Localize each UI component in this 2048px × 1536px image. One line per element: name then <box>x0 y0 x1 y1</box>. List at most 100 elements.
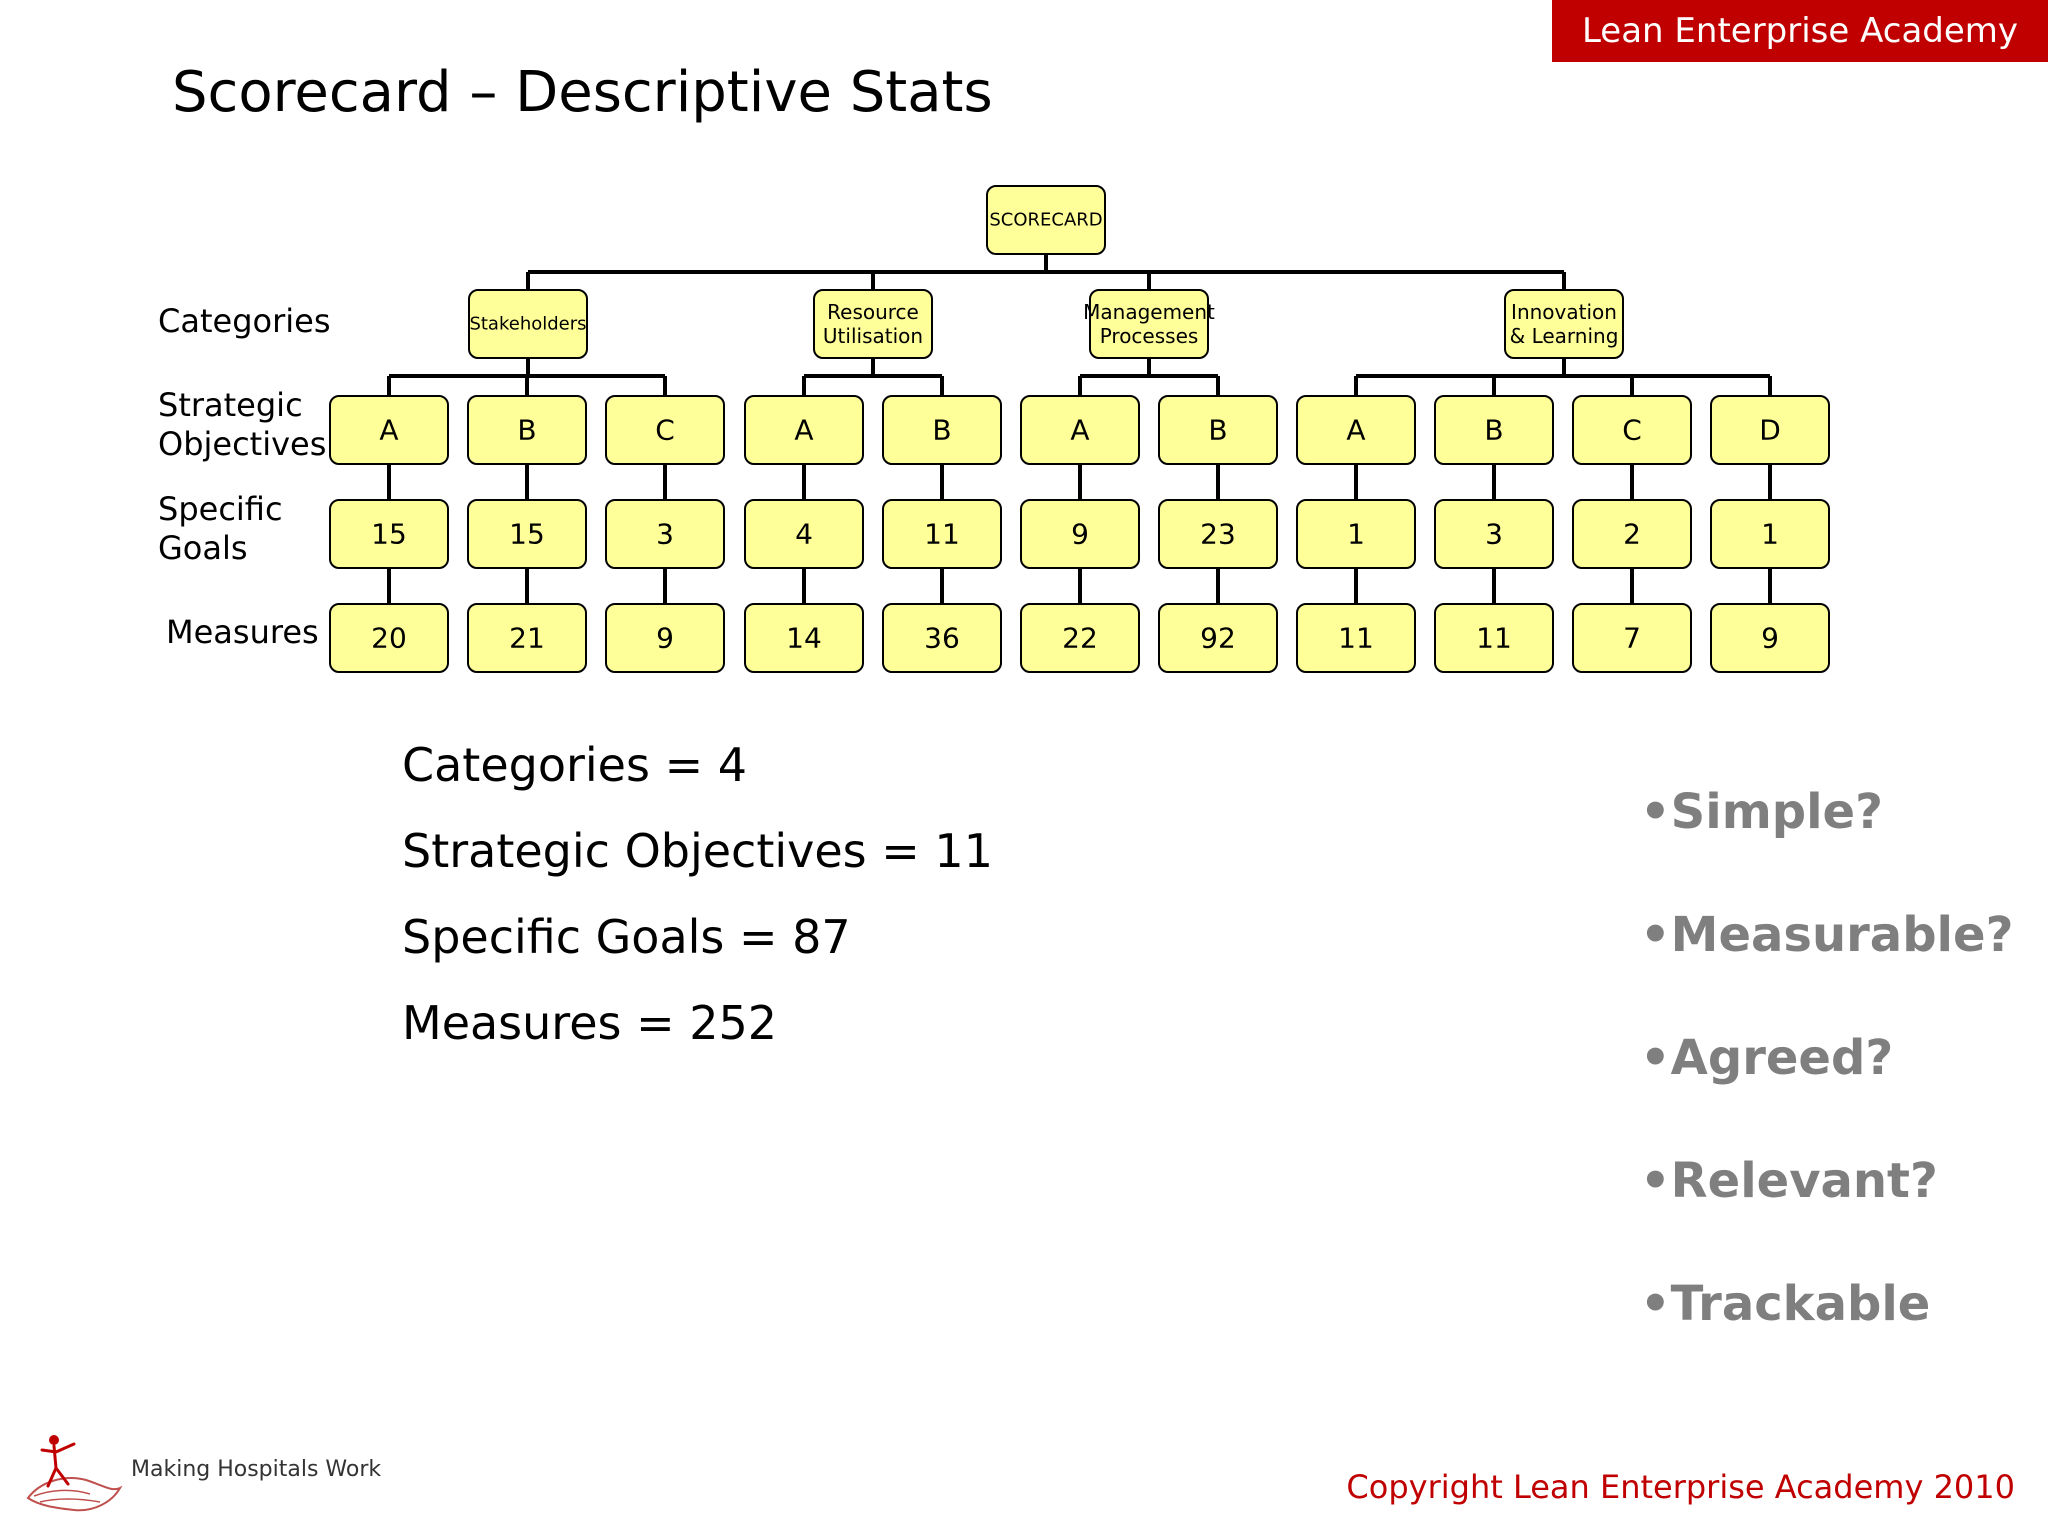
category-label: Management <box>1083 300 1215 324</box>
objective-label: A <box>1070 414 1089 447</box>
goals-count: 1 <box>1347 518 1365 551</box>
measures-count: 9 <box>1761 622 1779 655</box>
copyright-notice: Copyright Lean Enterprise Academy 2010 <box>1346 1468 2015 1506</box>
objective-label: A <box>379 414 398 447</box>
measures-box <box>1572 603 1692 673</box>
objective-label: D <box>1759 414 1781 447</box>
goals-count: 11 <box>924 518 960 551</box>
brand-bar: Lean Enterprise Academy <box>1552 0 2048 62</box>
objective-label: B <box>1208 414 1227 447</box>
objective-box <box>1296 395 1416 465</box>
goals-box <box>744 499 864 569</box>
stat-specific-goals: Specific Goals = 87 <box>402 910 851 964</box>
goals-box <box>1158 499 1278 569</box>
measures-count: 11 <box>1476 622 1512 655</box>
goals-box <box>882 499 1002 569</box>
scorecard-hierarchy: SCORECARD Stakeholders ResourceUtilisation… <box>329 185 1830 673</box>
goals-box <box>1572 499 1692 569</box>
goals-count: 23 <box>1200 518 1236 551</box>
goals-box <box>1710 499 1830 569</box>
measures-count: 9 <box>656 622 674 655</box>
measures-box <box>1710 603 1830 673</box>
measures-count: 11 <box>1338 622 1374 655</box>
category-label: Resource <box>827 300 919 324</box>
goals-count: 9 <box>1071 518 1089 551</box>
goals-box <box>329 499 449 569</box>
row-label-specific-goals: Specific Goals <box>158 490 283 568</box>
criteria-trackable: •Trackable <box>1640 1276 1931 1332</box>
measures-box <box>1296 603 1416 673</box>
measures-box <box>744 603 864 673</box>
category-label: Innovation <box>1511 300 1617 324</box>
measures-box <box>1434 603 1554 673</box>
measures-count: 21 <box>509 622 545 655</box>
objective-box <box>1710 395 1830 465</box>
goals-count: 3 <box>656 518 674 551</box>
category-label: Utilisation <box>823 324 923 348</box>
objective-label: C <box>655 414 675 447</box>
scorecard-root-label: SCORECARD <box>989 210 1102 231</box>
goals-count: 4 <box>795 518 813 551</box>
measures-box <box>1020 603 1140 673</box>
scorecard-root-box <box>986 185 1106 255</box>
measures-box <box>329 603 449 673</box>
category-label: & Learning <box>1510 324 1619 348</box>
goals-box <box>1020 499 1140 569</box>
hospital-logo-icon <box>26 1435 123 1512</box>
goals-count: 15 <box>509 518 545 551</box>
criteria-simple: •Simple? <box>1640 784 1883 840</box>
criteria-agreed: •Agreed? <box>1640 1030 1894 1086</box>
category-box <box>1089 289 1209 359</box>
goals-box <box>605 499 725 569</box>
category-box <box>813 289 933 359</box>
category-label: Processes <box>1100 324 1199 348</box>
objective-box <box>1434 395 1554 465</box>
criteria-relevant: •Relevant? <box>1640 1153 1938 1209</box>
category-box <box>468 289 588 359</box>
row-label-line: Goals <box>158 529 248 567</box>
objective-box <box>1572 395 1692 465</box>
row-label-measures: Measures <box>166 613 319 651</box>
measures-box <box>1158 603 1278 673</box>
measures-count: 14 <box>786 622 822 655</box>
goals-count: 3 <box>1485 518 1503 551</box>
measures-box <box>467 603 587 673</box>
row-label-categories: Categories <box>158 302 331 340</box>
footer-tagline: Making Hospitals Work <box>131 1457 382 1482</box>
category-label: Stakeholders <box>469 314 586 335</box>
slide-title: Scorecard – Descriptive Stats <box>172 60 993 125</box>
objective-box <box>605 395 725 465</box>
stat-measures: Measures = 252 <box>402 996 778 1050</box>
goals-count: 1 <box>1761 518 1779 551</box>
objective-box <box>744 395 864 465</box>
goals-box <box>467 499 587 569</box>
row-label-line: Objectives <box>158 425 327 463</box>
objective-label: C <box>1622 414 1642 447</box>
measures-box <box>882 603 1002 673</box>
objective-label: A <box>1346 414 1365 447</box>
row-label-line: Specific <box>158 490 283 528</box>
goals-count: 2 <box>1623 518 1641 551</box>
objective-label: B <box>1484 414 1503 447</box>
measures-count: 92 <box>1200 622 1236 655</box>
row-label-strategic-objectives: Strategic Objectives <box>158 386 326 464</box>
objective-label: B <box>517 414 536 447</box>
objective-label: A <box>794 414 813 447</box>
measures-box <box>605 603 725 673</box>
category-box <box>1504 289 1624 359</box>
measures-count: 36 <box>924 622 960 655</box>
measures-count: 22 <box>1062 622 1098 655</box>
goals-count: 15 <box>371 518 407 551</box>
goals-box <box>1296 499 1416 569</box>
criteria-measurable: •Measurable? <box>1640 907 2014 963</box>
brand-name: Lean Enterprise Academy <box>1581 11 2019 51</box>
measures-count: 20 <box>371 622 407 655</box>
row-label-line: Strategic <box>158 386 303 424</box>
objective-box <box>467 395 587 465</box>
stat-strategic-objectives: Strategic Objectives = 11 <box>402 824 993 878</box>
measures-count: 7 <box>1623 622 1641 655</box>
objective-box <box>329 395 449 465</box>
objective-label: B <box>932 414 951 447</box>
objective-box <box>1158 395 1278 465</box>
objective-box <box>882 395 1002 465</box>
